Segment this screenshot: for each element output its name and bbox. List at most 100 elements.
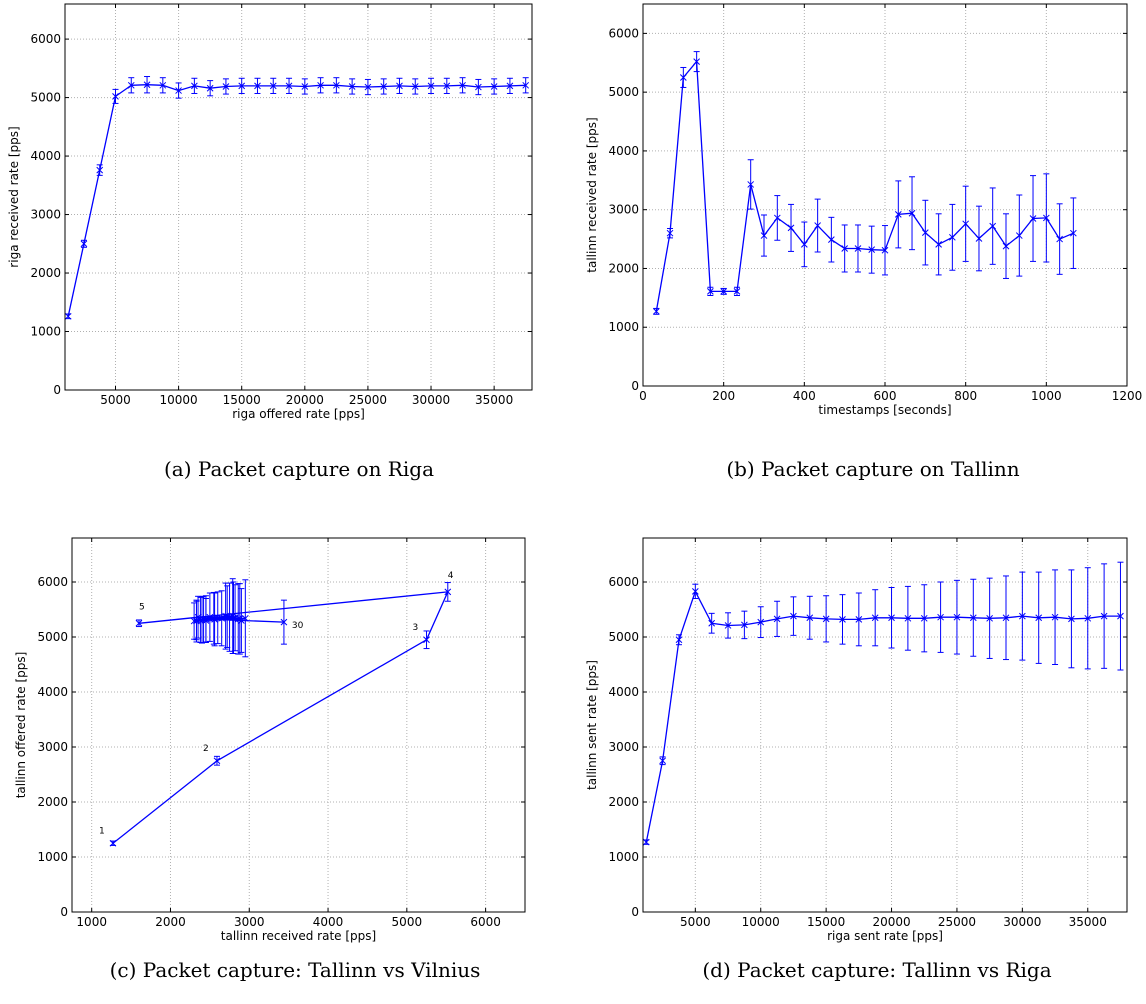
data-point bbox=[841, 245, 849, 252]
data-point bbox=[975, 235, 983, 242]
y-tick-label: 2000 bbox=[30, 266, 61, 280]
data-point bbox=[679, 74, 687, 81]
data-point bbox=[881, 246, 889, 254]
y-tick-label: 4000 bbox=[608, 685, 639, 699]
x-tick-label: 5000 bbox=[392, 915, 423, 929]
y-tick-label: 2000 bbox=[608, 795, 639, 809]
x-tick-label: 35000 bbox=[475, 393, 513, 407]
data-point bbox=[986, 614, 994, 622]
data-point bbox=[175, 87, 182, 94]
y-tick-label: 6000 bbox=[30, 32, 61, 46]
data-point bbox=[937, 613, 944, 621]
x-tick-label: 1000 bbox=[76, 915, 107, 929]
data-point bbox=[747, 181, 755, 188]
data-point bbox=[708, 619, 716, 627]
x-tick-label: 2000 bbox=[155, 915, 186, 929]
plot-frame bbox=[64, 3, 533, 391]
y-tick-label: 3000 bbox=[608, 203, 639, 217]
data-point bbox=[206, 84, 214, 92]
data-point bbox=[197, 616, 204, 624]
point-label: 3 bbox=[413, 623, 419, 633]
x-tick-label: 25000 bbox=[349, 393, 387, 407]
x-tick-label: 200 bbox=[712, 389, 735, 403]
data-point bbox=[317, 81, 324, 89]
data-point bbox=[1056, 235, 1063, 243]
plot-frame bbox=[71, 537, 526, 913]
point-label: 4 bbox=[448, 571, 454, 581]
y-axis-label: tallinn received rate [pps] bbox=[585, 117, 599, 272]
y-tick-label: 5000 bbox=[37, 630, 68, 644]
y-tick-label: 0 bbox=[631, 905, 639, 919]
data-point bbox=[241, 614, 249, 622]
x-tick-label: 20000 bbox=[872, 915, 910, 929]
data-point bbox=[733, 288, 741, 295]
grid bbox=[72, 538, 525, 912]
series bbox=[652, 51, 1077, 315]
data-point bbox=[894, 211, 902, 218]
data-point bbox=[135, 619, 143, 627]
x-tick-label: 15000 bbox=[223, 393, 261, 407]
point-label: 1 bbox=[99, 826, 105, 836]
x-tick-label: 15000 bbox=[807, 915, 845, 929]
data-point bbox=[1070, 229, 1077, 237]
data-point bbox=[806, 614, 814, 622]
x-tick-label: 1200 bbox=[1112, 389, 1143, 403]
data-point bbox=[280, 618, 288, 626]
data-point bbox=[333, 81, 340, 89]
data-point bbox=[773, 615, 781, 623]
y-tick-label: 0 bbox=[631, 379, 639, 393]
data-point bbox=[475, 83, 482, 91]
data-point bbox=[855, 616, 863, 623]
y-tick-label: 2000 bbox=[37, 795, 68, 809]
data-point bbox=[920, 614, 928, 622]
data-point bbox=[989, 222, 997, 230]
data-point bbox=[269, 82, 277, 90]
data-point bbox=[822, 615, 830, 623]
x-tick-label: 10000 bbox=[160, 393, 198, 407]
data-point bbox=[953, 613, 961, 621]
data-point bbox=[190, 617, 198, 625]
plot-frame bbox=[642, 537, 1128, 913]
y-tick-label: 3000 bbox=[608, 740, 639, 754]
data-point bbox=[490, 83, 498, 90]
x-tick-label: 0 bbox=[639, 389, 647, 403]
data-point bbox=[506, 82, 514, 90]
x-tick-label: 5000 bbox=[100, 393, 131, 407]
y-tick-label: 2000 bbox=[608, 261, 639, 275]
series-line bbox=[112, 591, 449, 844]
point-label: 30 bbox=[292, 621, 304, 631]
y-tick-label: 5000 bbox=[608, 630, 639, 644]
data-point bbox=[238, 82, 246, 90]
data-point bbox=[109, 839, 117, 847]
data-point bbox=[659, 757, 666, 765]
x-tick-label: 1000 bbox=[1031, 389, 1062, 403]
y-tick-label: 1000 bbox=[608, 320, 639, 334]
point-label: 5 bbox=[139, 602, 145, 612]
data-point bbox=[1018, 612, 1026, 620]
y-tick-label: 3000 bbox=[30, 208, 61, 222]
series-line bbox=[67, 84, 526, 317]
data-point bbox=[96, 166, 104, 174]
data-point bbox=[443, 82, 451, 90]
data-point bbox=[1117, 612, 1124, 620]
y-tick-label: 6000 bbox=[608, 26, 639, 40]
data-point bbox=[888, 614, 895, 622]
data-point bbox=[143, 81, 151, 89]
data-point bbox=[707, 288, 714, 295]
x-tick-label: 3000 bbox=[234, 915, 265, 929]
data-point bbox=[222, 83, 230, 90]
data-point bbox=[904, 614, 912, 622]
data-point bbox=[962, 220, 970, 228]
data-point bbox=[127, 81, 135, 89]
data-point bbox=[693, 58, 700, 65]
data-point bbox=[191, 82, 198, 90]
data-point bbox=[1068, 615, 1075, 623]
series-line bbox=[655, 59, 1074, 312]
chart-d: 5000 10000 15000 20000 25000 30000 35000 0 1000 2… bbox=[585, 537, 1128, 943]
data-point bbox=[218, 614, 226, 622]
data-point bbox=[364, 83, 372, 91]
grid bbox=[65, 4, 532, 390]
x-tick-label: 10000 bbox=[742, 915, 780, 929]
data-point bbox=[254, 82, 261, 90]
